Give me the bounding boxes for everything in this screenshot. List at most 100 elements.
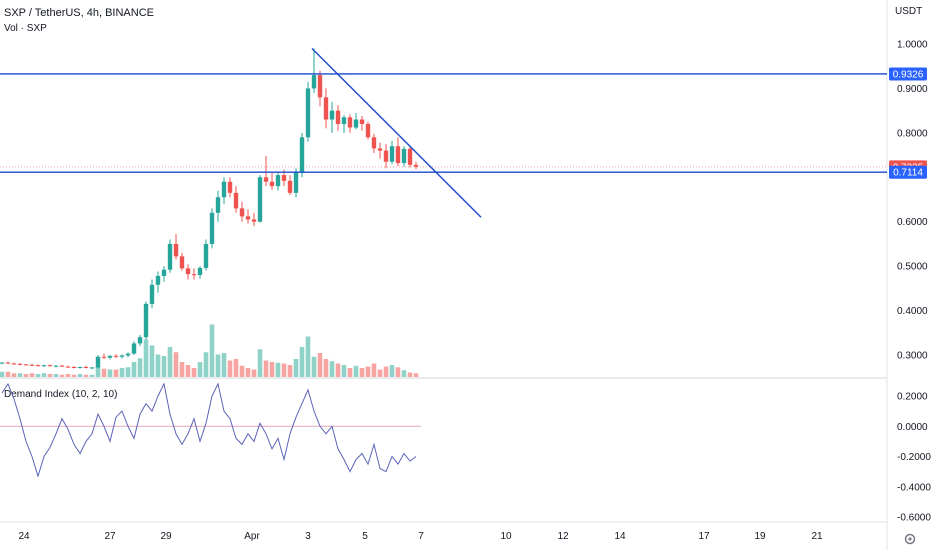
drawings <box>0 47 887 218</box>
price-tick-label: 0.5000 <box>897 262 928 273</box>
candle-body <box>95 356 101 368</box>
candle-body <box>119 355 125 357</box>
price-tick-label: 1.0000 <box>897 40 928 51</box>
candle-body <box>413 164 419 167</box>
volume-bar <box>107 369 113 377</box>
candle-body <box>359 119 365 124</box>
indicator-tick-label: 0.2000 <box>897 392 928 403</box>
candle-body <box>173 243 179 257</box>
volume-bar <box>329 361 335 377</box>
volume-bar <box>317 353 323 377</box>
candle-body <box>275 175 281 187</box>
candle-body <box>179 256 185 269</box>
volume-bar <box>203 352 209 377</box>
chart-title: SXP / TetherUS, 4h, BINANCE <box>4 7 154 19</box>
candle-body <box>239 208 245 217</box>
volume-bar <box>113 369 119 377</box>
settings-gear-icon[interactable] <box>904 533 916 545</box>
candle-body <box>5 362 11 364</box>
candle-body <box>215 197 221 213</box>
volume-bar <box>41 373 47 377</box>
volume-bar <box>83 374 89 377</box>
candle-body <box>341 117 347 124</box>
candle-body <box>89 367 95 369</box>
candle-body <box>365 123 371 138</box>
price-tick-label: 0.8000 <box>897 128 928 139</box>
time-tick-label: 24 <box>18 531 30 542</box>
volume-bar <box>251 369 257 377</box>
time-tick-label: 5 <box>362 531 368 542</box>
candle-body <box>65 366 71 368</box>
volume-bar <box>263 360 269 377</box>
time-tick-label: 19 <box>754 531 766 542</box>
price-tick-label: 0.9000 <box>897 84 928 95</box>
volume-bar <box>389 365 395 377</box>
demand-index-line <box>1 382 417 478</box>
candle-body <box>299 137 305 172</box>
grid <box>0 0 888 550</box>
time-tick-label: 14 <box>614 531 626 542</box>
candle-body <box>395 146 401 164</box>
indicator-label: Demand Index (10, 2, 10) <box>4 389 117 400</box>
volume-bar <box>275 362 281 377</box>
volume-bar <box>365 366 371 377</box>
volume-bar <box>197 362 203 377</box>
volume-bar <box>29 373 35 377</box>
candle-body <box>401 148 407 164</box>
candle-body <box>107 355 113 358</box>
candle-body <box>17 363 23 365</box>
time-tick-label: 27 <box>104 531 116 542</box>
volume-bar <box>305 336 311 377</box>
volume-bar <box>287 365 293 377</box>
candle-body <box>143 303 149 338</box>
time-tick-label: 12 <box>557 531 569 542</box>
candle-body <box>269 181 275 187</box>
volume-bar <box>377 369 383 377</box>
trendline[interactable] <box>311 47 482 218</box>
gear-ring <box>904 533 916 545</box>
candle-body <box>185 268 191 275</box>
time-tick-label: 17 <box>698 531 710 542</box>
volume-bar <box>17 373 23 377</box>
volume-bar <box>179 362 185 377</box>
indicator-tick-label: -0.6000 <box>897 513 931 524</box>
volume-bar <box>269 362 275 377</box>
volume-bar <box>227 360 233 377</box>
candle-body <box>227 181 233 193</box>
volume-bar <box>23 374 29 377</box>
candle-body <box>323 97 329 120</box>
volume-bar <box>149 345 155 377</box>
candle-body <box>77 366 83 368</box>
volume-bar <box>299 347 305 377</box>
volume-bar <box>185 365 191 377</box>
time-tick-label: 29 <box>160 531 172 542</box>
volume-bar <box>371 363 377 377</box>
candle-body <box>389 146 395 162</box>
volume-bar <box>383 366 389 377</box>
candle-body <box>257 177 263 222</box>
volume-bar <box>335 363 341 377</box>
candle-body <box>23 364 29 366</box>
volume-bar <box>71 374 77 377</box>
candle-body <box>71 366 77 368</box>
candle-body <box>53 365 59 367</box>
candle-body <box>335 110 341 124</box>
candle-body <box>293 171 299 193</box>
candle-body <box>35 365 41 367</box>
candle-body <box>167 243 173 270</box>
candle-body <box>59 365 65 367</box>
indicator-pane: Demand Index (10, 2, 10) 0.2000 0.0000 -0.2… <box>0 382 931 524</box>
candle-body <box>281 175 287 181</box>
indicator-tick-label: -0.4000 <box>897 482 931 493</box>
volume-bar <box>413 373 419 377</box>
volume-bar <box>395 367 401 377</box>
volume-bar <box>221 353 227 377</box>
candles <box>0 48 419 370</box>
candle-body <box>161 269 167 276</box>
candle-body <box>233 192 239 209</box>
volume-bar <box>173 352 179 377</box>
volume-bar <box>245 368 251 377</box>
volume-bar <box>323 359 329 377</box>
